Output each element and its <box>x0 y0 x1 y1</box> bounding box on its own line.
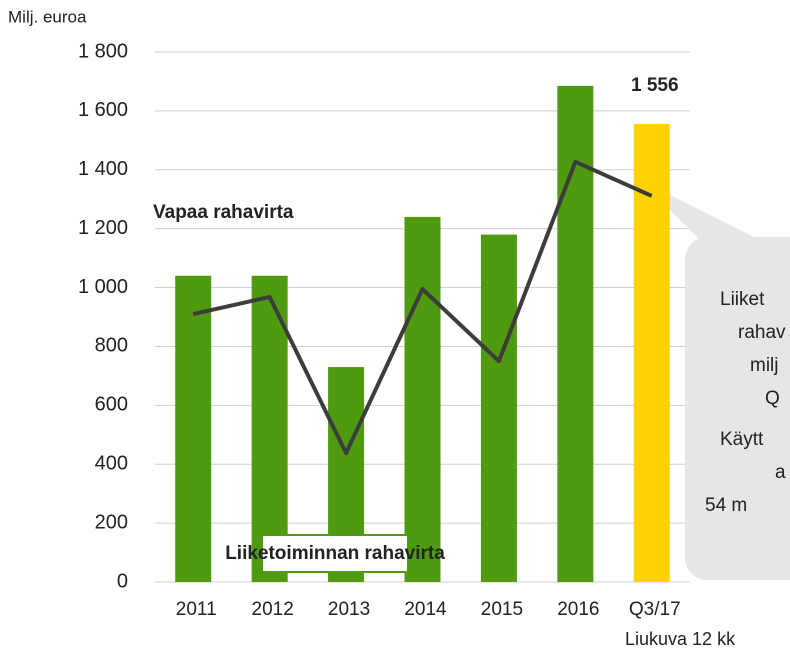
legend-box <box>261 534 409 573</box>
x-tick-label: 2014 <box>404 599 447 620</box>
x-tick-label: 2011 <box>176 599 217 620</box>
y-tick-label: 600 <box>95 394 128 416</box>
y-tick-label: 1 200 <box>78 217 128 239</box>
callout-box <box>685 237 790 580</box>
y-tick-label: 800 <box>95 335 128 357</box>
callout-text: 54 m <box>705 495 747 516</box>
x-tick-label: 2012 <box>252 599 294 620</box>
bar <box>251 275 288 582</box>
callout-text: Q <box>765 388 780 409</box>
y-tick-label: 1 800 <box>78 40 128 62</box>
callout-text: a <box>775 462 786 483</box>
x-tick-label: 2013 <box>328 599 370 620</box>
callout-text: milj <box>750 355 779 376</box>
value-label: 1 556 <box>631 75 679 96</box>
subtitle: Liukuva 12 kk <box>625 629 736 649</box>
callout-text: Liiket <box>720 289 765 310</box>
y-tick-label: 1 400 <box>78 158 128 180</box>
x-tick-label: Q3/17 <box>629 599 681 620</box>
x-tick-label: 2016 <box>557 599 599 620</box>
y-tick-label: 1 600 <box>78 99 128 121</box>
y-tick-label: 200 <box>95 511 128 533</box>
y-tick-label: 1 000 <box>78 276 128 298</box>
bar <box>480 234 517 583</box>
callout-text: Käytt <box>720 429 764 450</box>
bar <box>404 216 441 582</box>
bar <box>175 275 212 582</box>
y-tick-label: 400 <box>95 453 128 475</box>
legend-label: Liiketoiminnan rahavirta <box>225 543 445 564</box>
x-tick-label: 2015 <box>481 599 523 620</box>
callout-text: rahav <box>738 322 786 343</box>
bar <box>633 123 670 582</box>
y-axis-label: Milj. euroa <box>8 7 87 26</box>
callout-pointer <box>640 180 760 240</box>
y-tick-label: 0 <box>117 570 128 592</box>
legend-label: Vapaa rahavirta <box>153 202 294 223</box>
line <box>192 159 653 456</box>
